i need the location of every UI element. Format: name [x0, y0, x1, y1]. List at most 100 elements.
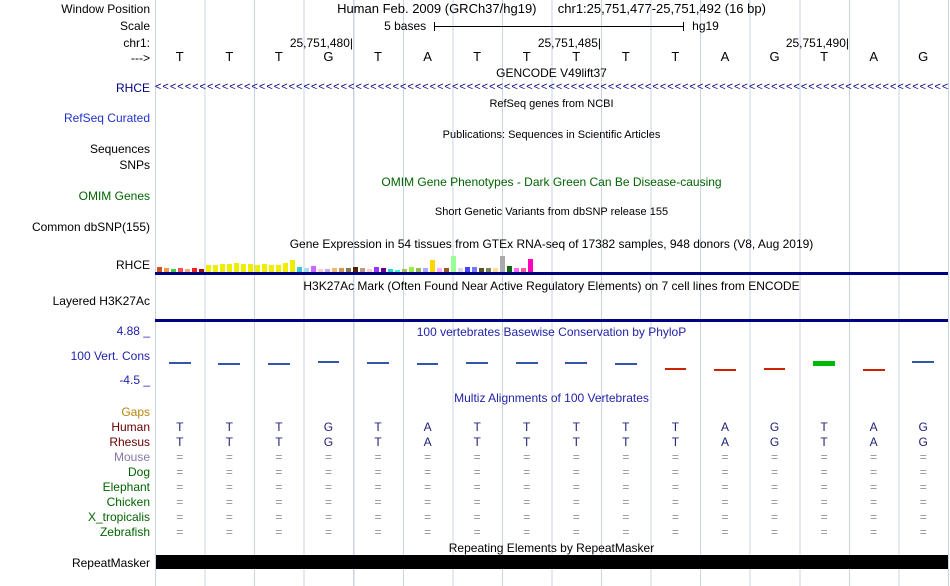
- alignment-base: =: [671, 480, 679, 494]
- snps-track-label[interactable]: SNPs: [119, 158, 150, 172]
- chromosome-label: chr1:: [123, 36, 150, 50]
- alignment-base: =: [622, 480, 630, 494]
- alignment-base: [502, 405, 552, 420]
- common-dbsnp-label[interactable]: Common dbSNP(155): [31, 220, 150, 234]
- alignment-base: T: [275, 420, 283, 434]
- conservation-mark: [268, 363, 290, 365]
- repeatmasker-label[interactable]: RepeatMasker: [71, 556, 150, 570]
- multiz-row-human[interactable]: Human T T T G T A T T T T T A G T A G: [0, 420, 950, 435]
- dbsnp-track-title[interactable]: Short Genetic Variants from dbSNP releas…: [434, 206, 669, 218]
- alignment-base: =: [820, 480, 828, 494]
- multiz-row-x_tropicalis[interactable]: X_tropicalis = = = = = = = = = = = = = = = =: [0, 510, 950, 525]
- alignment-base: =: [771, 510, 779, 524]
- alignment-base: =: [771, 480, 779, 494]
- gencode-track-title[interactable]: GENCODE V49lift37: [496, 66, 607, 80]
- gtex-tissue-bar: [423, 268, 428, 272]
- multiz-row-mouse[interactable]: Mouse = = = = = = = = = = = = = = = =: [0, 450, 950, 465]
- gtex-track-title[interactable]: Gene Expression in 54 tissues from GTEx …: [289, 237, 814, 251]
- alignment-base: =: [622, 450, 630, 464]
- alignment-base: T: [374, 420, 382, 434]
- repeat-element-bar[interactable]: [156, 555, 948, 569]
- conservation-mark: [714, 369, 736, 371]
- gencode-gene-label[interactable]: RHCE: [115, 81, 150, 95]
- species-label: Elephant: [102, 480, 150, 494]
- conservation-cell: [552, 346, 602, 386]
- h3k27ac-track-title[interactable]: H3K27Ac Mark (Often Found Near Active Re…: [303, 279, 800, 293]
- base-letter: T: [175, 49, 184, 64]
- assembly-name: Human Feb. 2009 (GRCh37/hg19): [337, 1, 537, 16]
- gtex-tissue-bar: [430, 260, 435, 272]
- multiz-row-rhesus[interactable]: Rhesus T T T G T A T T T T T A G T A G: [0, 435, 950, 450]
- alignment-base: G: [918, 435, 928, 449]
- gtex-tissue-bar: [241, 264, 246, 272]
- alignment-cells: [155, 405, 948, 420]
- alignment-base: T: [374, 435, 382, 449]
- species-label: Mouse: [113, 450, 150, 464]
- alignment-base: =: [721, 510, 729, 524]
- gtex-tissue-bar: [360, 268, 365, 272]
- alignment-base: =: [225, 525, 233, 539]
- conservation-mark: [813, 361, 835, 366]
- alignment-base: =: [523, 450, 531, 464]
- alignment-base: =: [324, 450, 332, 464]
- conservation-cell: [155, 346, 205, 386]
- base-letter: T: [820, 49, 829, 64]
- repeatmasker-track-title[interactable]: Repeating Elements by RepeatMasker: [448, 541, 655, 555]
- refseq-curated-label[interactable]: RefSeq Curated: [63, 111, 150, 125]
- multiz-track-title[interactable]: Multiz Alignments of 100 Vertebrates: [454, 391, 649, 405]
- base-letter: T: [621, 49, 630, 64]
- ruler-tick: 25,751,490|: [785, 36, 849, 50]
- base-letter: A: [423, 49, 432, 64]
- alignment-base: A: [423, 435, 432, 449]
- sequences-track-label[interactable]: Sequences: [89, 142, 150, 156]
- omim-genes-label[interactable]: OMIM Genes: [78, 189, 150, 203]
- conservation-track-label[interactable]: 100 Vert. Cons: [70, 349, 150, 363]
- alignment-base: A: [869, 420, 878, 434]
- multiz-row-gaps[interactable]: Gaps: [0, 405, 950, 420]
- refseq-track-title[interactable]: RefSeq genes from NCBI: [489, 98, 614, 110]
- layered-h3k27ac-label[interactable]: Layered H3K27Ac: [52, 294, 150, 308]
- gtex-tissue-bar: [269, 265, 274, 272]
- alignment-base: =: [275, 465, 283, 479]
- alignment-base: =: [424, 465, 432, 479]
- conservation-cell: [700, 346, 750, 386]
- conservation-track-title[interactable]: 100 vertebrates Basewise Conservation by…: [416, 325, 687, 339]
- gencode-intron-arrows[interactable]: <<<<<<<<<<<<<<<<<<<<<<<<<<<<<<<<<<<<<<<<…: [155, 81, 948, 93]
- alignment-base: [304, 405, 354, 420]
- alignment-base: T: [572, 435, 580, 449]
- base-letter: G: [769, 49, 780, 64]
- multiz-row-zebrafish[interactable]: Zebrafish = = = = = = = = = = = = = = = =: [0, 525, 950, 540]
- gtex-tissue-bar: [171, 269, 176, 272]
- alignment-base: =: [870, 465, 878, 479]
- publications-track-title[interactable]: Publications: Sequences in Scientific Ar…: [442, 129, 661, 141]
- gtex-tissue-bar: [521, 268, 526, 272]
- alignment-base: =: [572, 510, 580, 524]
- alignment-base: G: [769, 435, 780, 449]
- alignment-base: [898, 405, 948, 420]
- conservation-cell: [849, 346, 899, 386]
- species-label: X_tropicalis: [87, 510, 150, 524]
- alignment-base: A: [423, 420, 432, 434]
- multiz-row-chicken[interactable]: Chicken = = = = = = = = = = = = = = = =: [0, 495, 950, 510]
- alignment-base: [353, 405, 403, 420]
- gtex-tissue-bar: [388, 269, 393, 272]
- alignment-base: =: [671, 465, 679, 479]
- base-letter: A: [869, 49, 878, 64]
- alignment-base: =: [919, 510, 927, 524]
- multiz-row-elephant[interactable]: Elephant = = = = = = = = = = = = = = = =: [0, 480, 950, 495]
- alignment-base: =: [523, 480, 531, 494]
- species-label: Human: [111, 420, 150, 434]
- multiz-row-dog[interactable]: Dog = = = = = = = = = = = = = = = =: [0, 465, 950, 480]
- conservation-mark: [515, 362, 538, 364]
- omim-track-title[interactable]: OMIM Gene Phenotypes - Dark Green Can Be…: [381, 175, 722, 189]
- alignment-base: =: [374, 495, 382, 509]
- alignment-base: =: [919, 465, 927, 479]
- gtex-expression-bars[interactable]: [157, 255, 537, 272]
- conservation-mark: [565, 362, 588, 364]
- gtex-gene-label[interactable]: RHCE: [115, 258, 150, 272]
- conservation-mark: [416, 363, 439, 365]
- conservation-marks[interactable]: [155, 346, 948, 386]
- alignment-base: G: [918, 420, 928, 434]
- alignment-base: =: [176, 450, 184, 464]
- gtex-tissue-bar: [486, 268, 491, 272]
